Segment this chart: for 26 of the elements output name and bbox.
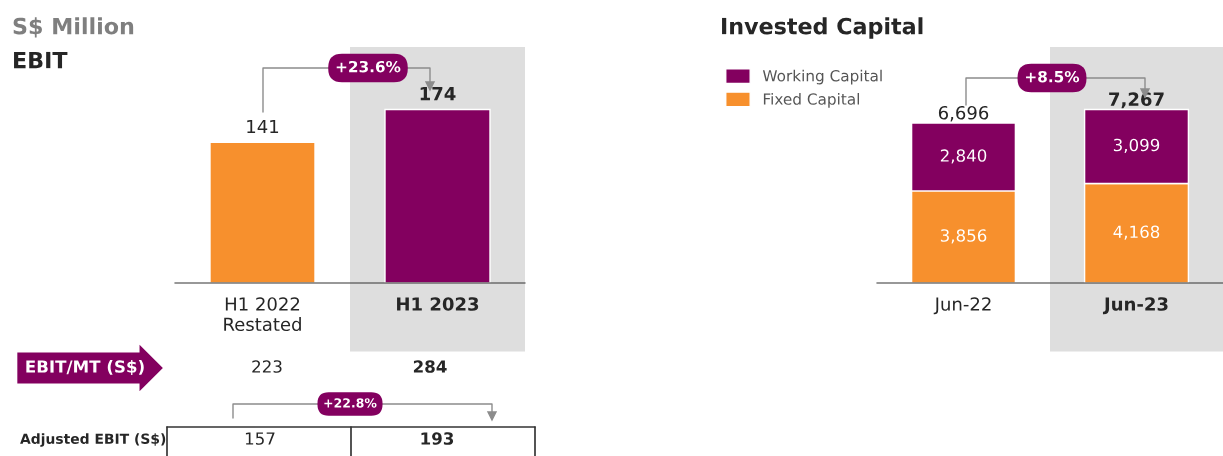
data-label: 174 [420, 87, 456, 101]
text: EBIT/MT (S$) [26, 359, 144, 376]
data-label: 4,168 [1113, 225, 1160, 240]
legend-label: Working Capital [762, 69, 882, 85]
x-tick-label: H1 2023 [397, 297, 479, 311]
total-label: 6,696 [938, 105, 989, 122]
text: 284 [413, 360, 447, 373]
data-label: 3,856 [940, 229, 987, 244]
chart-title: Invested Capital [722, 17, 923, 39]
chart-title: EBIT [14, 51, 68, 69]
x-tick-label: Jun-22 [933, 297, 991, 315]
text: +8.5% [1026, 70, 1080, 83]
x-tick-label: Jun-23 [1102, 297, 1168, 315]
x-tick-label: H1 2022 Restated [224, 297, 301, 332]
data-label: 3,099 [1113, 138, 1160, 154]
text: 157 [245, 432, 275, 445]
text: S$ Million [13, 17, 134, 38]
data-label: 2,840 [940, 149, 987, 164]
data-label: 141 [247, 119, 279, 134]
total-label: 7,267 [1109, 92, 1164, 109]
legend-label: Fixed Capital [763, 93, 859, 108]
text: +22.8% [324, 398, 377, 408]
text: 193 [421, 432, 454, 445]
text: 223 [252, 360, 282, 373]
text: +23.6% [336, 60, 401, 73]
text: Adjusted EBIT (S$) [20, 433, 166, 447]
